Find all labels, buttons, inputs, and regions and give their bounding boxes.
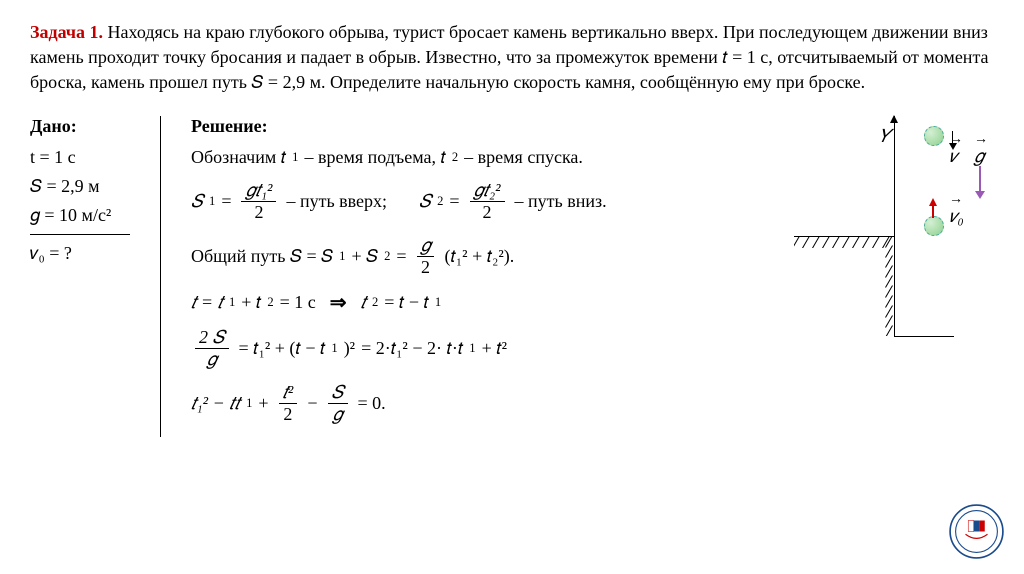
olympiad-logo-icon [949,504,1004,559]
g-vector-label: 𝑔 [974,146,984,167]
cliff-bottom-line [894,336,954,337]
solution-block: Решение: Обозначим 𝑡1 – время подъема, 𝑡… [181,116,774,437]
g-arrow-icon [979,166,985,199]
stone-bottom-icon [924,216,944,236]
given-separator [30,234,130,235]
solution-eq-time: 𝑡 = 𝑡1 + 𝑡2 = 1 c ⇒ 𝑡2 = 𝑡 − 𝑡1 [191,290,774,315]
problem-body: Находясь на краю глубокого обрыва, турис… [30,22,989,92]
given-g: 𝑔 = 10 м/с² [30,205,150,226]
ground-hatch [794,236,894,248]
stone-top-icon [924,126,944,146]
v-vector-label: 𝑣 [949,146,957,167]
solution-eq-final: 𝑡₁² − 𝑡𝑡1 + 𝑡² 2 − 𝑆 𝑔 = 0. [191,382,774,425]
imply-arrow-icon: ⇒ [330,290,347,315]
cliff-edge-vertical [894,236,895,336]
solution-eq-subst: 2 𝑆 𝑔 = 𝑡₁² + (𝑡 − 𝑡1)² = 2·𝑡₁² − 2· 𝑡·𝑡… [191,327,774,370]
given-title: Дано: [30,116,150,137]
diagram-block: 𝑌 𝑣 𝑔 𝑣₀ [794,116,994,437]
cliff-hatch [882,236,894,336]
problem-title: Задача 1. [30,22,103,42]
given-t: t = 1 с [30,147,150,168]
solution-eq-paths: 𝑆1 = 𝑔𝑡₁² 2 – путь вверх; 𝑆2 = 𝑔𝑡₂² 2 – … [191,180,774,223]
solution-eq-total: Общий путь 𝑆 = 𝑆1 + 𝑆2 = 𝑔 2 (𝑡₁² + 𝑡₂²)… [191,235,774,278]
v0-vector-label: 𝑣₀ [949,206,964,227]
solution-title: Решение: [191,116,774,137]
v0-arrow-icon [932,198,937,218]
y-axis-label: 𝑌 [879,126,891,147]
solution-intro: Обозначим 𝑡1 – время подъема, 𝑡2 – время… [191,147,774,168]
given-s: 𝑆 = 2,9 м [30,176,150,197]
given-find: 𝑣₀ = ? [30,243,150,264]
problem-statement: Задача 1. Находясь на краю глубокого обр… [30,20,994,96]
given-block: Дано: t = 1 с 𝑆 = 2,9 м 𝑔 = 10 м/с² 𝑣₀ =… [30,116,161,437]
